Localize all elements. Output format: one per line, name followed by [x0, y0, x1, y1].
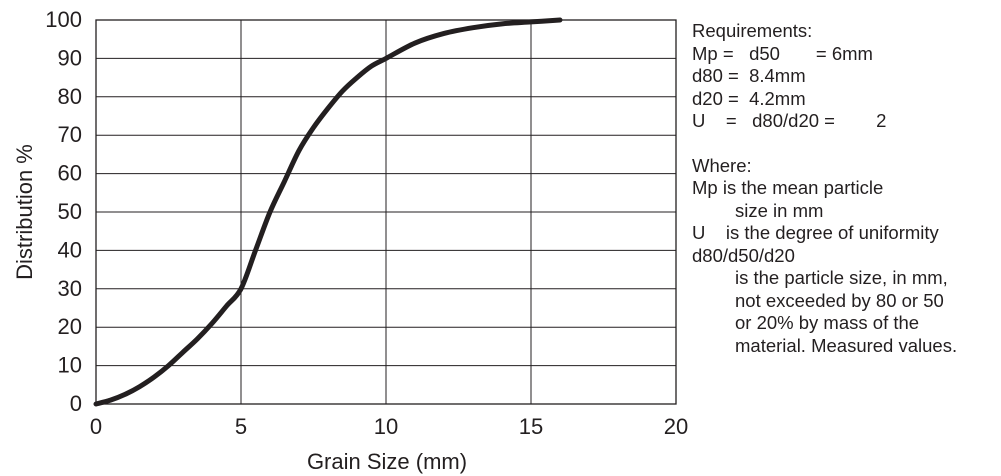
mp-definition-cont: size in mm — [735, 199, 824, 221]
d80-requirement: d80 = 8.4mm — [692, 65, 806, 86]
plot-frame — [95, 19, 677, 405]
curve-layer — [93, 17, 563, 407]
u-definition: U is the degree of uniformity — [692, 222, 939, 243]
y-tick-label: 60 — [58, 161, 82, 186]
d-definition-line-1: is the particle size, in mm, — [735, 267, 948, 288]
grain-size-chart: 0 5 10 15 20 0 10 20 30 40 50 60 70 80 90 100 Grain Si… — [12, 7, 688, 474]
d-definition-line-3: or 20% by mass of the — [735, 312, 920, 333]
requirements-heading: Requirements: — [692, 20, 813, 41]
distribution-curve — [93, 17, 563, 407]
x-tick-label: 15 — [519, 414, 543, 439]
d-definition-head: d80/d50/d20 — [692, 244, 795, 266]
d-definition-line-2: not exceeded by 80 or 50 — [735, 289, 944, 311]
d20-requirement: d20 = 4.2mm — [692, 87, 806, 109]
y-tick-label: 50 — [58, 199, 82, 224]
y-axis-label: Distribution % — [12, 144, 37, 280]
y-tick-label: 30 — [58, 276, 82, 301]
y-tick-label: 40 — [58, 237, 82, 262]
y-tick-label: 20 — [58, 314, 82, 339]
y-tick-label: 90 — [58, 45, 82, 70]
notes-panel: Requirements: Mp = d50 = 6mm d80 = 8.4mm… — [692, 20, 997, 357]
y-tick-label: 100 — [45, 7, 82, 32]
where-heading: Where: — [692, 154, 752, 176]
mp-requirement: Mp = d50 = 6mm — [692, 42, 873, 64]
x-tick-labels: 0 5 10 15 20 — [90, 414, 688, 439]
x-tick-label: 10 — [374, 414, 398, 439]
y-tick-labels: 0 10 20 30 40 50 60 70 80 90 100 — [45, 7, 82, 416]
mp-definition: Mp is the mean particle — [692, 177, 884, 198]
u-requirement: U = d80/d20 = 2 — [692, 110, 887, 131]
x-axis-label: Grain Size (mm) — [307, 449, 467, 474]
y-tick-label: 0 — [70, 391, 82, 416]
d-definition-line-4: material. Measured values. — [735, 334, 958, 356]
chart-grid — [95, 19, 677, 405]
x-tick-label: 20 — [664, 414, 688, 439]
y-tick-label: 10 — [58, 353, 82, 378]
y-tick-label: 70 — [58, 122, 82, 147]
y-tick-label: 80 — [58, 84, 82, 109]
x-tick-label: 0 — [90, 414, 102, 439]
x-tick-label: 5 — [235, 414, 247, 439]
